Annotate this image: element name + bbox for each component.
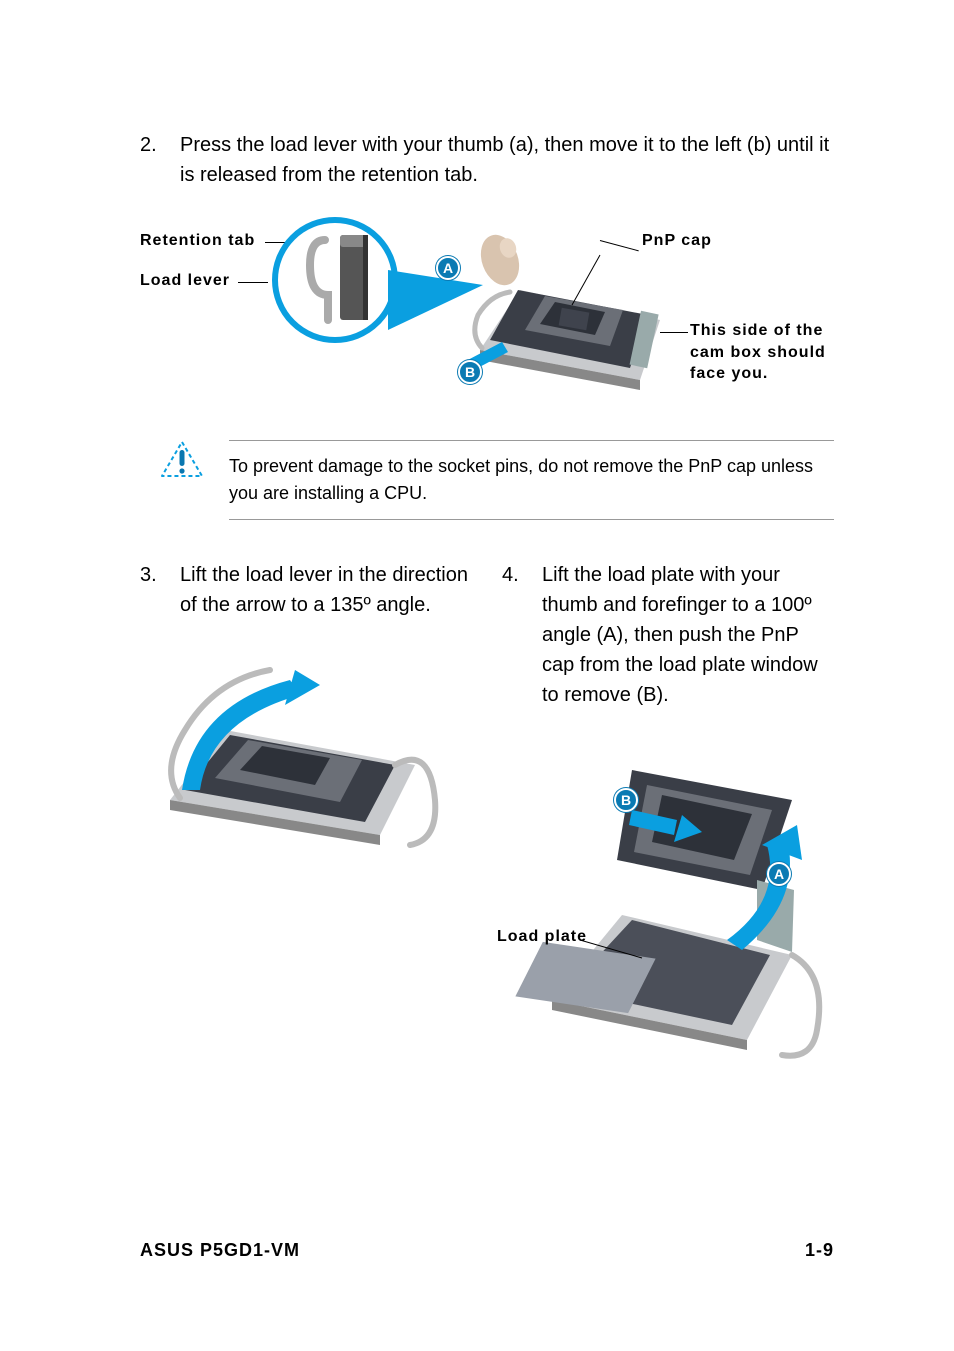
diagram-step2: Retention tab Load lever	[140, 220, 834, 420]
step-2-text: Press the load lever with your thumb (a)…	[180, 130, 834, 190]
page-footer: ASUS P5GD1-VM 1-9	[140, 1240, 834, 1261]
badge-b-s4: B	[614, 788, 638, 812]
step-2: 2. Press the load lever with your thumb …	[140, 130, 834, 190]
label-retention-tab: Retention tab	[140, 232, 255, 250]
step-4-text: Lift the load plate with your thumb and …	[542, 560, 834, 710]
inset-circle	[270, 215, 400, 350]
page: 2. Press the load lever with your thumb …	[0, 0, 954, 1351]
footer-left: ASUS P5GD1-VM	[140, 1240, 300, 1261]
caution-box: To prevent damage to the socket pins, do…	[160, 440, 834, 520]
steps-3-4: 3. Lift the load lever in the direction …	[140, 560, 834, 1060]
footer-right: 1-9	[805, 1240, 834, 1261]
badge-b-s4-text: B	[614, 788, 638, 812]
step-3-text: Lift the load lever in the direction of …	[180, 560, 472, 620]
step-3-num: 3.	[140, 560, 180, 620]
badge-a-s4: A	[767, 862, 791, 886]
step-4-num: 4.	[502, 560, 542, 710]
leader-cam	[660, 332, 688, 333]
label-load-lever: Load lever	[140, 272, 230, 290]
badge-a-s4-text: A	[767, 862, 791, 886]
leader-lever	[238, 282, 268, 283]
diagram-step3	[140, 650, 472, 850]
badge-a: A	[436, 256, 460, 280]
caution-text: To prevent damage to the socket pins, do…	[229, 440, 834, 520]
caution-icon	[160, 440, 204, 485]
badge-b-text: B	[458, 360, 482, 384]
diagram-step4: B A Load plate	[502, 740, 834, 1060]
step-2-num: 2.	[140, 130, 180, 190]
label-cam-note: This side of the cam box should face you…	[690, 320, 830, 385]
label-pnp-cap: PnP cap	[642, 232, 712, 250]
col-step3: 3. Lift the load lever in the direction …	[140, 560, 472, 1060]
badge-b: B	[458, 360, 482, 384]
col-step4: 4. Lift the load plate with your thumb a…	[502, 560, 834, 1060]
label-load-plate: Load plate	[497, 928, 587, 946]
badge-a-text: A	[436, 256, 460, 280]
